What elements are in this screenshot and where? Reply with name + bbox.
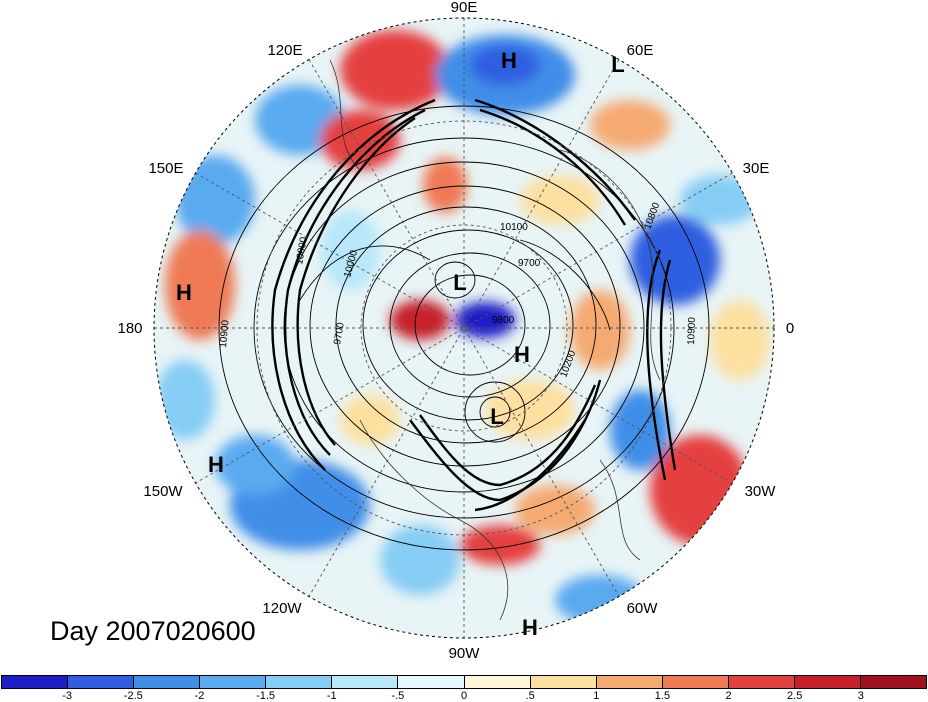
colorbar-box [596,676,663,688]
contour-label: 9700 [332,321,347,345]
colorbar-box [662,676,729,688]
low-center-marker: L [611,52,624,77]
colorbar [1,675,927,689]
graticule [154,18,774,638]
contour-label: 10000 [294,236,310,266]
longitude-labels: 90E 60E 30E 0 30W 60W 90W 120W 150W 180 … [117,0,794,662]
pressure-centers: H L L H L H H H [176,48,625,640]
colorbar-tick-label: -3 [62,690,73,702]
lon-label-60w: 60W [627,600,659,617]
colorbar-box [2,676,69,688]
colorbar-tick-label: -1.5 [256,690,276,702]
high-center-marker: H [514,342,530,367]
lon-label-150e: 150E [148,160,183,177]
colorbar-tick-label: 3 [857,690,864,702]
day-label: Day 2007020600 [50,616,256,646]
colorbar-ticks: -3 -2.5 -2 -1.5 -1 -.5 0 .5 1 1.5 2 2.5 3 [0,690,928,702]
colorbar-box [464,676,531,688]
colorbar-box [266,676,333,688]
colorbar-tick-label: 1 [593,690,600,702]
high-center-marker: H [501,48,517,73]
colorbar-tick-label: 0 [460,690,468,702]
colorbar-box [398,676,465,688]
colorbar-tick-label: -1 [326,690,337,702]
colorbar-tick-label: -2 [194,690,205,702]
lon-label-30w: 30W [745,483,777,500]
contour-label: 10100 [500,222,528,233]
colorbar-box [530,676,597,688]
colorbar-box [68,676,135,688]
colorbar-box [134,676,201,688]
colorbar-box [794,676,862,688]
colorbar-tick-label: 2 [725,690,732,702]
lon-label-150w: 150W [143,483,183,500]
colorbar-tick-label: 1.5 [654,690,671,702]
lon-label-60e: 60E [627,42,654,59]
colorbar-tick-label: -.5 [391,690,405,702]
low-center-marker: L [453,270,466,295]
low-center-marker: L [490,404,503,429]
lon-label-120e: 120E [267,42,302,59]
colorbar-box [332,676,399,688]
lon-label-180: 180 [117,320,142,337]
colorbar-box [861,676,927,688]
colorbar-box [200,676,267,688]
lon-label-0: 0 [786,320,794,337]
lon-label-120w: 120W [262,600,302,617]
lon-label-90w: 90W [449,645,481,662]
contour-label: 10900 [686,316,698,345]
colorbar-tick-label: .5 [525,690,535,702]
lon-label-90e: 90E [451,0,478,16]
map-border [153,17,775,639]
high-center-marker: H [176,280,192,305]
contour-label: 9800 [492,315,515,326]
high-center-marker: H [522,615,538,640]
contour-label: 9700 [518,258,541,269]
coastlines [329,59,661,621]
contour-label: 10900 [218,319,231,348]
colorbar-tick-label: 2.5 [787,690,803,702]
lon-label-30e: 30E [743,160,770,177]
anomaly-shading [154,18,774,638]
colorbar-box [728,676,795,688]
high-center-marker: H [208,452,224,477]
colorbar-tick-label: -2.5 [123,690,143,702]
